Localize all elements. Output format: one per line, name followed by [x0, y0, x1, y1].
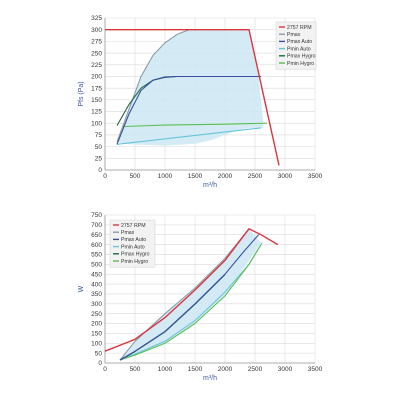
x-tick-label: 0: [103, 173, 107, 180]
series-line-pmax: [119, 228, 250, 361]
legend-entry: Pmax Hygro: [287, 54, 316, 60]
legend-entry: 2757 RPM: [287, 25, 312, 31]
x-tick-label: 500: [130, 173, 141, 180]
y-tick-label: 450: [91, 271, 102, 278]
y-tick-label: 100: [91, 340, 102, 347]
x-tick-label: 2500: [248, 173, 263, 180]
y-axis-label: Pfs (Pa): [78, 81, 85, 106]
y-tick-label: 300: [91, 301, 102, 308]
y-tick-label: 225: [91, 62, 102, 69]
y-tick-label: 350: [91, 291, 102, 298]
y-tick-label: 750: [91, 212, 102, 219]
chart-2: 0 50 100 150 200 250 300 350 400 450 500 550 600 650 7…: [78, 212, 323, 382]
series-line-pmax: [116, 29, 190, 143]
x-tick-label: 2500: [248, 366, 263, 373]
y-tick-label: 600: [91, 242, 102, 249]
y-axis-label: W: [78, 285, 85, 292]
y-tick-label: 300: [91, 27, 102, 34]
series-line-pmin-hygro: [119, 244, 262, 361]
x-tick-label: 1500: [188, 366, 203, 373]
legend-entry: 2757 RPM: [121, 223, 146, 229]
series-line-pmax-auto: [119, 234, 260, 361]
x-tick-label: 2000: [218, 366, 233, 373]
series-line-pmax-auto: [116, 75, 261, 145]
x-tick-label: 3000: [278, 366, 293, 373]
x-tick-label: 3500: [308, 366, 323, 373]
x-tick-label: 1000: [158, 366, 173, 373]
y-tick-label: 0: [98, 360, 102, 367]
y-tick-label: 0: [98, 167, 102, 174]
y-tick-label: 175: [91, 85, 102, 92]
series-line-2757-rpm: [104, 228, 279, 352]
y-tick-label: 700: [91, 222, 102, 229]
legend: [275, 21, 317, 70]
y-tick-label: 500: [91, 262, 102, 269]
x-tick-label: 2000: [218, 173, 233, 180]
y-tick-label: 400: [91, 281, 102, 288]
x-tick-label: 0: [103, 366, 107, 373]
y-tick-label: 250: [91, 50, 102, 57]
y-tick-label: 275: [91, 39, 102, 46]
y-tick-label: 200: [91, 321, 102, 328]
legend: [109, 219, 156, 268]
x-tick-label: 1000: [158, 173, 173, 180]
series-line-2757-rpm: [105, 29, 280, 166]
y-tick-label: 75: [95, 132, 103, 139]
y-tick-label: 50: [95, 350, 103, 357]
legend-entry: Pmin Hygro: [121, 259, 148, 265]
y-tick-label: 325: [91, 15, 102, 22]
legend-entry: Pmin Auto: [287, 46, 311, 52]
series-line-pmin-auto: [116, 127, 262, 145]
legend-entry: Pmax: [287, 32, 301, 38]
y-tick-label: 250: [91, 311, 102, 318]
x-tick-label: 1500: [188, 173, 203, 180]
x-axis-label: m³/h: [203, 182, 217, 189]
y-tick-label: 650: [91, 232, 102, 239]
operating-area: [117, 29, 264, 146]
legend-entry: Pmax: [121, 230, 135, 236]
series-line-pmin-hygro: [122, 122, 268, 128]
legend-entry: Pmin Auto: [121, 244, 145, 250]
y-tick-label: 200: [91, 74, 102, 81]
x-tick-label: 3000: [278, 173, 293, 180]
y-tick-label: 100: [91, 120, 102, 127]
y-tick-label: 25: [95, 156, 103, 163]
x-axis-label: m³/h: [203, 375, 217, 382]
y-tick-label: 150: [91, 97, 102, 104]
legend-entry: Pmax Hygro: [121, 252, 150, 258]
legend-entry: Pmax Auto: [287, 39, 312, 45]
legend-entry: Pmin Hygro: [287, 61, 314, 67]
y-tick-label: 150: [91, 331, 102, 338]
x-tick-label: 3500: [308, 173, 323, 180]
x-tick-label: 500: [130, 366, 141, 373]
y-tick-label: 125: [91, 109, 102, 116]
legend-entry: Pmax Auto: [121, 237, 146, 243]
y-tick-label: 550: [91, 252, 102, 259]
y-tick-label: 50: [95, 144, 103, 151]
chart-1: 0 25 50 75 100 125 150 175 200 225 250 275 300 325 0 50…: [78, 15, 323, 189]
